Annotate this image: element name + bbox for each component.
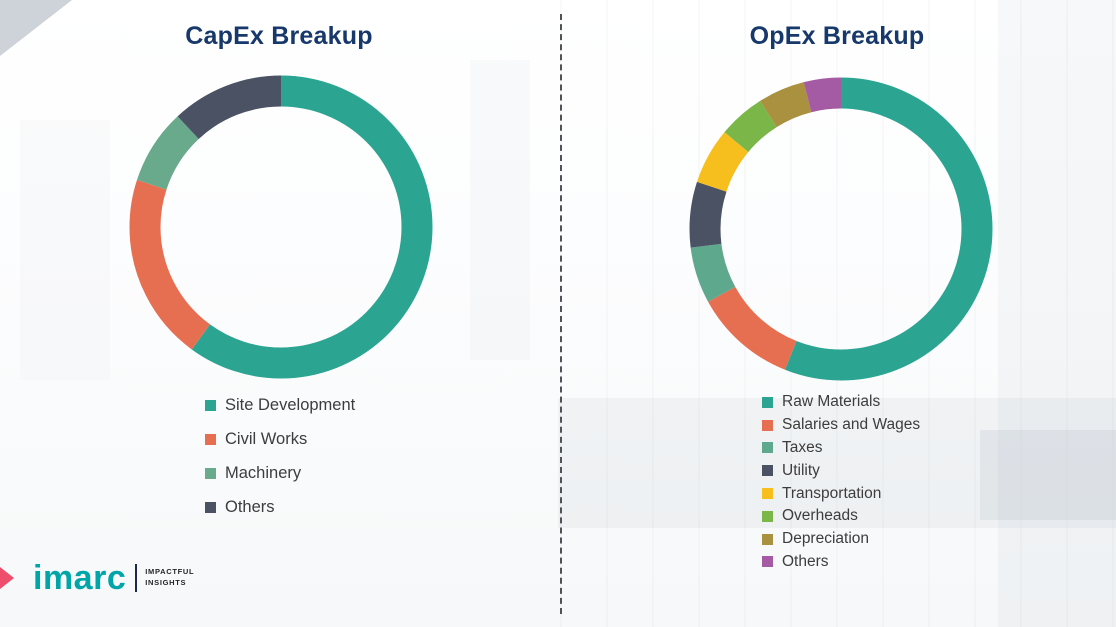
legend-swatch xyxy=(762,465,773,477)
opex-panel: OpEx Breakup Raw Materials Salaries and W… xyxy=(558,0,1116,627)
logo-flag-icon xyxy=(0,567,14,589)
legend-swatch xyxy=(205,501,216,513)
imarc-logo: imarc IMPACTFUL INSIGHTS xyxy=(0,552,194,604)
opex-legend: Raw Materials Salaries and Wages Taxes Util… xyxy=(762,391,920,573)
donut-svg xyxy=(689,77,993,381)
legend-swatch xyxy=(762,533,773,545)
legend-label: Utility xyxy=(782,461,820,479)
donut-segment-civil-works xyxy=(129,75,433,379)
legend-swatch xyxy=(762,396,773,408)
legend-swatch xyxy=(205,433,216,445)
logo-divider-bar xyxy=(135,564,138,592)
legend-swatch xyxy=(205,467,216,479)
opex-chart-title: OpEx Breakup xyxy=(749,22,925,50)
legend-swatch xyxy=(205,399,216,411)
legend-item-others: Others xyxy=(762,551,920,574)
logo-tagline-line2: INSIGHTS xyxy=(145,578,187,587)
legend-item-civil-works: Civil Works xyxy=(205,422,355,456)
legend-label: Others xyxy=(782,552,829,570)
vertical-dashed-divider xyxy=(560,14,562,614)
legend-item-transportation: Transportation xyxy=(762,482,920,505)
legend-label: Transportation xyxy=(782,484,882,502)
legend-label: Others xyxy=(225,497,275,516)
legend-swatch xyxy=(762,442,773,454)
opex-donut-chart xyxy=(670,58,1012,405)
capex-donut-chart xyxy=(110,56,452,403)
legend-item-salaries-and-wages: Salaries and Wages xyxy=(762,414,920,437)
legend-label: Civil Works xyxy=(225,429,308,448)
legend-item-raw-materials: Raw Materials xyxy=(762,391,920,414)
legend-item-machinery: Machinery xyxy=(205,456,355,490)
legend-swatch xyxy=(762,488,773,500)
logo-tagline: IMPACTFUL INSIGHTS xyxy=(145,567,194,589)
legend-item-others: Others xyxy=(205,490,355,524)
capex-panel: CapEx Breakup Site Development Civil Work… xyxy=(110,22,452,524)
legend-item-depreciation: Depreciation xyxy=(762,528,920,551)
donut-segment-others xyxy=(129,75,433,379)
donut-svg xyxy=(129,75,433,379)
logo-tagline-line1: IMPACTFUL xyxy=(145,567,195,577)
capex-legend: Site Development Civil Works Machinery Othe… xyxy=(205,388,355,524)
legend-item-taxes: Taxes xyxy=(762,437,920,460)
legend-item-utility: Utility xyxy=(762,459,920,482)
logo-brand-text: imarc xyxy=(33,559,127,597)
legend-label: Taxes xyxy=(782,438,823,456)
capex-chart-title: CapEx Breakup xyxy=(185,22,373,50)
legend-label: Machinery xyxy=(225,463,302,482)
legend-swatch xyxy=(762,556,773,568)
legend-item-overheads: Overheads xyxy=(762,505,920,528)
legend-label: Depreciation xyxy=(782,530,870,548)
legend-label: Salaries and Wages xyxy=(782,416,921,434)
donut-segment-others xyxy=(689,77,993,381)
legend-swatch xyxy=(762,510,773,522)
legend-label: Overheads xyxy=(782,507,858,525)
legend-label: Raw Materials xyxy=(782,393,881,411)
legend-label: Site Development xyxy=(225,395,356,414)
legend-swatch xyxy=(762,419,773,431)
legend-item-site-development: Site Development xyxy=(205,388,355,422)
donut-segment-utility xyxy=(689,77,993,381)
